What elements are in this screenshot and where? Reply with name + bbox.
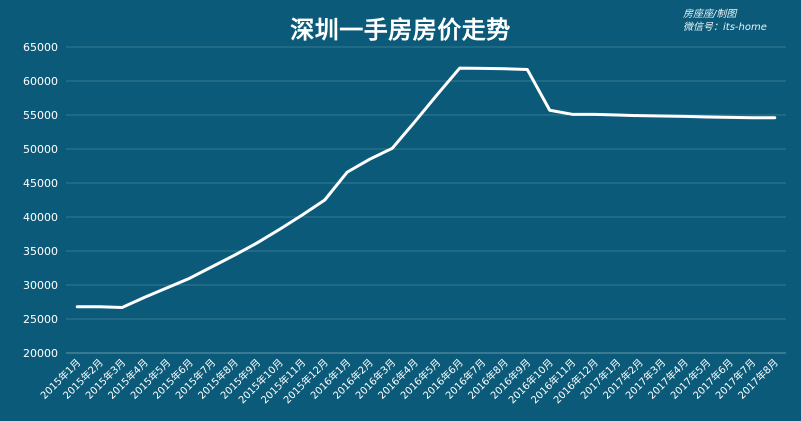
data-point bbox=[436, 93, 439, 96]
data-point bbox=[166, 286, 169, 289]
data-point bbox=[346, 170, 349, 174]
data-point bbox=[526, 68, 529, 71]
data-point bbox=[661, 114, 664, 118]
y-tick-label: 20000 bbox=[23, 347, 58, 360]
data-point bbox=[301, 213, 304, 217]
data-point bbox=[683, 115, 686, 118]
y-tick-label: 55000 bbox=[23, 109, 58, 122]
data-point bbox=[76, 305, 79, 308]
data-point bbox=[616, 113, 619, 117]
data-point bbox=[751, 116, 754, 119]
watermark-credit: 房座座/制图 bbox=[683, 9, 737, 20]
data-point bbox=[278, 228, 281, 231]
chart-title: 深圳一手房房价走势 bbox=[290, 16, 511, 44]
y-tick-label: 35000 bbox=[23, 245, 58, 258]
y-tick-label: 30000 bbox=[23, 279, 58, 292]
watermark: 房座座/制图 微信号：its-home bbox=[683, 8, 793, 34]
data-point bbox=[368, 158, 371, 161]
data-point bbox=[773, 116, 776, 119]
data-point bbox=[211, 265, 214, 268]
data-point bbox=[391, 147, 394, 150]
data-series-line bbox=[75, 66, 777, 309]
data-point bbox=[233, 253, 236, 257]
data-point bbox=[706, 115, 709, 119]
data-point bbox=[323, 198, 326, 202]
data-point bbox=[143, 296, 146, 299]
watermark-wechat-id: 微信号：its-home bbox=[683, 22, 767, 33]
data-point bbox=[188, 277, 191, 280]
data-point bbox=[571, 113, 574, 116]
data-point bbox=[121, 306, 124, 309]
data-point bbox=[256, 241, 259, 245]
data-point bbox=[413, 120, 416, 124]
data-point bbox=[593, 113, 596, 116]
y-tick-label: 45000 bbox=[23, 177, 58, 190]
y-tick-label: 40000 bbox=[23, 211, 58, 224]
data-point bbox=[638, 114, 641, 117]
y-tick-label: 65000 bbox=[23, 41, 58, 54]
y-tick-label: 60000 bbox=[23, 75, 58, 88]
data-point bbox=[481, 67, 484, 70]
data-point bbox=[728, 116, 731, 119]
y-tick-label: 25000 bbox=[23, 313, 58, 326]
y-tick-label: 50000 bbox=[23, 143, 58, 156]
data-point bbox=[98, 305, 101, 308]
data-point bbox=[458, 66, 461, 70]
data-point bbox=[548, 109, 551, 112]
data-point bbox=[503, 67, 506, 70]
